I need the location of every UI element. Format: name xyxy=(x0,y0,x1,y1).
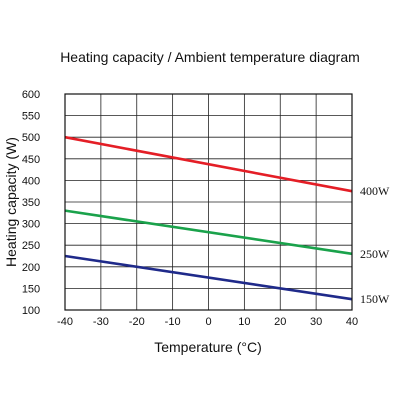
series-labels: 400W 250W 150W xyxy=(360,184,390,306)
series-line xyxy=(64,135,353,193)
y-tick-label: 400 xyxy=(22,175,40,187)
x-tick-label: -10 xyxy=(165,316,181,328)
x-axis-label: Temperature (°C) xyxy=(154,339,262,355)
y-tick-labels: 100 150 200 250 300 350 400 450 500 550 600 xyxy=(22,89,40,317)
y-axis-label: Heating capacity (W) xyxy=(3,137,19,267)
series-label: 400W xyxy=(360,184,390,198)
x-tick-label: 20 xyxy=(274,316,286,328)
y-tick-label: 200 xyxy=(22,262,40,274)
series-lines xyxy=(64,135,353,301)
y-tick-label: 350 xyxy=(22,197,40,209)
x-tick-label: 40 xyxy=(346,316,358,328)
chart-title: Heating capacity / Ambient temperature d… xyxy=(60,49,360,65)
y-tick-label: 150 xyxy=(22,283,40,295)
series-label: 150W xyxy=(360,292,390,306)
y-tick-label: 450 xyxy=(22,154,40,166)
y-tick-label: 100 xyxy=(22,305,40,317)
y-tick-label: 550 xyxy=(22,111,40,123)
plot-frame xyxy=(64,93,353,311)
x-tick-label: -40 xyxy=(57,316,73,328)
y-tick-label: 600 xyxy=(22,89,40,101)
x-tick-label: -20 xyxy=(129,316,145,328)
y-tick-label: 250 xyxy=(22,240,40,252)
series-label: 250W xyxy=(360,247,390,261)
x-tick-label: 10 xyxy=(238,316,250,328)
x-tick-label: 0 xyxy=(205,316,211,328)
x-tick-labels: -40 -30 -20 -10 0 10 20 30 40 xyxy=(57,316,358,328)
series-line xyxy=(64,209,353,256)
y-tick-label: 500 xyxy=(22,132,40,144)
grid xyxy=(64,93,353,311)
x-tick-label: 30 xyxy=(310,316,322,328)
x-tick-label: -30 xyxy=(93,316,109,328)
y-tick-label: 300 xyxy=(22,219,40,231)
series-line xyxy=(64,254,353,301)
